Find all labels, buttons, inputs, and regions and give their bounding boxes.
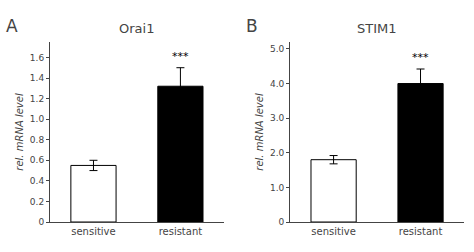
svg-text:0: 0 — [279, 217, 285, 227]
svg-text:resistant: resistant — [399, 226, 443, 237]
svg-text:0.6: 0.6 — [30, 155, 45, 165]
svg-text:1.6: 1.6 — [30, 53, 45, 63]
svg-text:1.2: 1.2 — [30, 94, 44, 104]
svg-text:***: *** — [172, 50, 189, 63]
svg-text:1.0: 1.0 — [30, 114, 45, 124]
svg-text:1.4: 1.4 — [30, 73, 45, 83]
svg-text:0.4: 0.4 — [30, 176, 45, 186]
svg-text:STIM1: STIM1 — [357, 21, 397, 36]
svg-text:2.0: 2.0 — [270, 148, 285, 158]
svg-text:0.8: 0.8 — [30, 135, 45, 145]
svg-text:***: *** — [412, 51, 429, 64]
svg-text:A: A — [6, 16, 18, 36]
svg-text:sensitive: sensitive — [311, 226, 355, 237]
svg-text:3.0: 3.0 — [270, 113, 285, 123]
svg-text:0.2: 0.2 — [30, 197, 44, 207]
svg-text:1.0: 1.0 — [270, 183, 285, 193]
svg-text:rel. mRNA level: rel. mRNA level — [254, 93, 265, 171]
svg-text:rel. mRNA level: rel. mRNA level — [14, 93, 25, 171]
svg-text:4.0: 4.0 — [270, 79, 285, 89]
svg-text:5.0: 5.0 — [270, 44, 285, 54]
svg-text:Orai1: Orai1 — [119, 21, 154, 36]
svg-text:B: B — [246, 16, 258, 36]
svg-text:resistant: resistant — [159, 226, 203, 237]
svg-text:sensitive: sensitive — [71, 226, 115, 237]
svg-text:0: 0 — [38, 217, 44, 227]
